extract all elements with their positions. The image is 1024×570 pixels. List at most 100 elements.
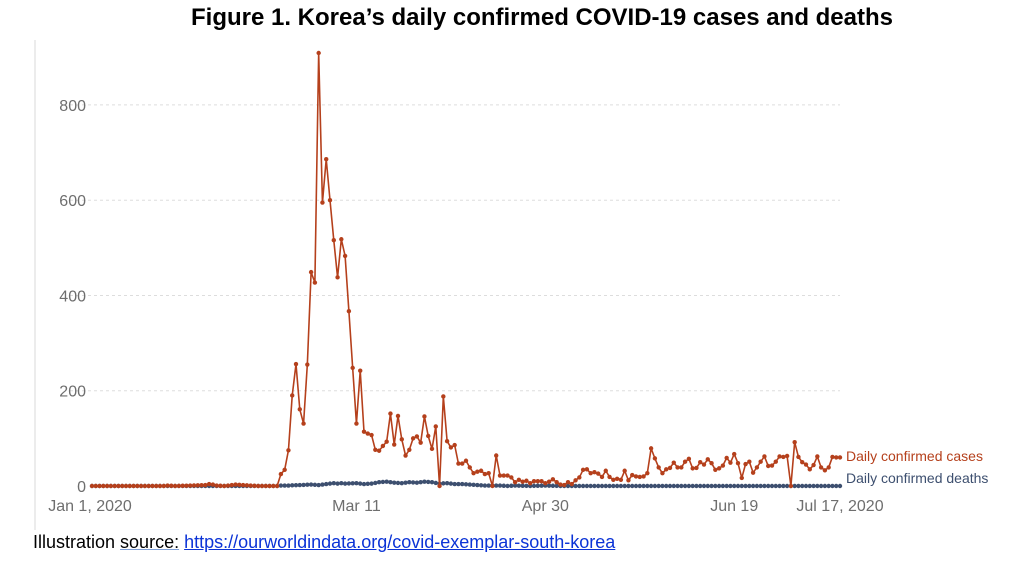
data-point (452, 442, 457, 448)
data-point (667, 465, 673, 471)
data-point (739, 483, 744, 489)
data-point (732, 483, 737, 489)
data-point (233, 482, 238, 487)
data-point (308, 269, 314, 275)
data-point (478, 468, 484, 473)
data-point (108, 483, 114, 489)
data-point (679, 465, 684, 470)
data-point (698, 459, 703, 465)
data-point (339, 480, 344, 486)
data-point (667, 483, 673, 489)
data-point (622, 468, 627, 473)
data-point (267, 483, 272, 489)
data-point (373, 480, 378, 486)
data-point (603, 468, 608, 473)
data-point (569, 481, 574, 487)
data-point (335, 481, 340, 486)
line-chart: 0 200 400 600 800 Jan 1, 2020 Mar 11 Apr 30 Jun… (34, 40, 988, 530)
data-point (834, 455, 839, 460)
data-point (161, 483, 166, 489)
data-point (365, 481, 370, 487)
data-point (573, 483, 578, 489)
data-point (807, 483, 812, 489)
y-tick-label: 600 (59, 193, 86, 210)
data-point (188, 483, 193, 488)
data-point (682, 459, 688, 464)
data-point (418, 479, 423, 485)
data-point (516, 477, 522, 483)
data-point (709, 483, 714, 489)
data-point (448, 481, 454, 486)
data-point (762, 454, 767, 459)
data-point (679, 483, 684, 489)
x-tick-label: Apr 30 (522, 498, 569, 515)
data-point (380, 479, 386, 485)
data-point (524, 478, 529, 483)
data-point (837, 483, 843, 489)
data-point (482, 483, 488, 488)
data-point (301, 482, 306, 488)
data-point (206, 481, 212, 487)
data-point (89, 483, 95, 489)
data-point (229, 482, 234, 488)
data-point (240, 482, 246, 488)
data-point (584, 483, 590, 489)
data-point (475, 482, 480, 488)
data-point (671, 460, 676, 465)
data-point (694, 483, 699, 489)
data-point (399, 480, 404, 486)
data-point (724, 483, 729, 489)
data-point (562, 482, 567, 488)
caption-prefix: Illustration (33, 532, 121, 552)
data-point (414, 480, 420, 485)
data-point (244, 483, 250, 488)
data-point (550, 477, 556, 482)
data-point (388, 479, 393, 485)
data-point (475, 469, 480, 474)
data-point (120, 483, 125, 489)
data-point (509, 475, 514, 480)
data-point (320, 200, 325, 205)
data-point (297, 482, 302, 488)
data-point (490, 483, 495, 489)
data-point (131, 483, 136, 489)
data-point (777, 483, 782, 489)
data-point (104, 483, 110, 489)
source-link[interactable]: https://ourworldindata.org/covid-exempla… (184, 532, 616, 552)
data-point (369, 481, 374, 486)
y-tick-label: 0 (77, 479, 86, 496)
data-point (441, 481, 446, 486)
data-point (335, 275, 340, 280)
data-point (652, 483, 658, 489)
data-point (660, 483, 665, 489)
data-point (716, 466, 722, 471)
data-point (524, 483, 529, 489)
data-point (293, 361, 299, 367)
data-point (199, 482, 204, 488)
data-point (735, 460, 741, 466)
data-point (501, 483, 506, 488)
data-point (509, 483, 514, 488)
data-point (327, 197, 333, 203)
data-point (784, 453, 790, 459)
data-point (705, 457, 710, 462)
data-point (463, 458, 469, 463)
data-point (399, 437, 404, 442)
data-point (293, 483, 299, 488)
series-line (92, 52, 840, 487)
data-point (520, 483, 525, 488)
chart-title: Figure 1. Korea’s daily confirmed COVID-… (190, 4, 893, 31)
series-group (89, 50, 843, 489)
data-point (743, 483, 748, 489)
data-point (630, 472, 635, 478)
data-point (169, 483, 174, 488)
data-point (116, 483, 121, 489)
data-point (607, 483, 612, 489)
data-point (769, 463, 775, 468)
data-point (558, 482, 563, 487)
data-point (550, 483, 556, 488)
data-point (305, 362, 310, 367)
data-point (248, 483, 253, 488)
data-point (342, 481, 348, 486)
data-point (671, 483, 676, 489)
